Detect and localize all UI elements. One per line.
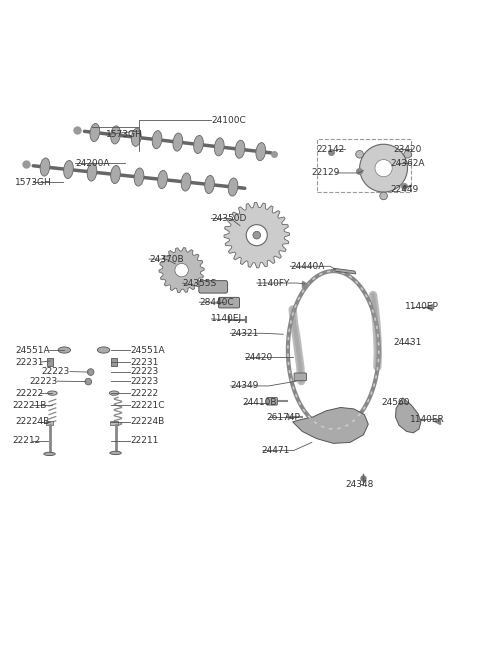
Ellipse shape (40, 158, 50, 176)
Text: 24551A: 24551A (130, 346, 165, 355)
Bar (47, 358, 53, 366)
Circle shape (253, 231, 261, 239)
FancyBboxPatch shape (294, 373, 307, 380)
Text: 24355S: 24355S (182, 279, 217, 288)
Text: 24370B: 24370B (149, 255, 184, 263)
Text: 1140ER: 1140ER (410, 415, 444, 424)
Text: 24350D: 24350D (211, 214, 247, 223)
Polygon shape (159, 248, 204, 292)
Bar (110, 421, 118, 424)
Ellipse shape (235, 140, 245, 158)
Bar (317, 139, 411, 192)
Circle shape (175, 263, 188, 277)
Ellipse shape (173, 133, 183, 151)
Ellipse shape (87, 163, 97, 181)
Text: 24440A: 24440A (290, 261, 324, 271)
Text: 1140FY: 1140FY (257, 279, 290, 288)
Text: 22223: 22223 (41, 367, 70, 376)
Ellipse shape (110, 451, 121, 455)
Text: 1140EJ: 1140EJ (211, 315, 242, 323)
Text: 22223: 22223 (29, 376, 58, 386)
Polygon shape (333, 268, 356, 274)
Circle shape (87, 369, 94, 375)
Text: 22449: 22449 (391, 185, 419, 194)
FancyBboxPatch shape (199, 281, 228, 293)
Ellipse shape (204, 175, 215, 194)
Text: 22221C: 22221C (130, 401, 165, 409)
Text: 24471: 24471 (262, 446, 290, 455)
Polygon shape (293, 407, 368, 443)
Ellipse shape (44, 452, 55, 455)
Ellipse shape (228, 178, 238, 196)
Text: 22231: 22231 (130, 357, 158, 367)
Text: 24348: 24348 (345, 480, 373, 489)
Ellipse shape (64, 160, 73, 179)
Circle shape (246, 225, 267, 246)
Ellipse shape (111, 166, 120, 183)
Circle shape (360, 145, 408, 192)
Polygon shape (224, 202, 289, 268)
Text: 24420: 24420 (245, 353, 273, 362)
Ellipse shape (152, 131, 162, 148)
Ellipse shape (111, 126, 120, 144)
Text: 1573GH: 1573GH (15, 178, 52, 187)
Text: 22224B: 22224B (15, 417, 49, 426)
Ellipse shape (58, 347, 71, 353)
Polygon shape (396, 398, 421, 433)
Bar (111, 358, 117, 366)
Text: 24551A: 24551A (15, 346, 49, 355)
Circle shape (247, 225, 266, 245)
Ellipse shape (181, 173, 191, 191)
Ellipse shape (48, 391, 57, 396)
Text: 24349: 24349 (230, 382, 259, 390)
Text: 24200A: 24200A (75, 159, 109, 168)
Text: 22222: 22222 (15, 388, 43, 397)
Text: 22212: 22212 (12, 436, 41, 445)
Text: 24100C: 24100C (211, 116, 246, 125)
Text: 22224B: 22224B (130, 417, 164, 426)
Ellipse shape (134, 168, 144, 186)
Text: 22211: 22211 (130, 436, 158, 445)
Text: 22129: 22129 (312, 168, 340, 177)
Ellipse shape (132, 128, 141, 147)
Text: 24410B: 24410B (242, 398, 277, 407)
Ellipse shape (256, 143, 265, 161)
Text: 22223: 22223 (130, 376, 158, 386)
Ellipse shape (90, 124, 100, 141)
Circle shape (380, 192, 387, 200)
Text: 22221B: 22221B (12, 401, 47, 409)
Text: 26174P: 26174P (266, 413, 300, 422)
Circle shape (85, 378, 92, 385)
Text: 1140EP: 1140EP (405, 302, 439, 311)
Circle shape (375, 160, 392, 177)
Ellipse shape (193, 135, 204, 154)
Text: 28440C: 28440C (199, 298, 234, 307)
Bar (46, 421, 53, 424)
Circle shape (356, 150, 363, 158)
Text: 22223: 22223 (130, 367, 158, 376)
Ellipse shape (215, 138, 224, 156)
Text: 22142: 22142 (317, 145, 345, 154)
Text: 23420: 23420 (393, 145, 421, 154)
Circle shape (404, 150, 411, 158)
FancyBboxPatch shape (267, 397, 277, 405)
Ellipse shape (97, 347, 110, 353)
Text: 24321: 24321 (230, 328, 259, 338)
Text: 24431: 24431 (393, 338, 421, 348)
Ellipse shape (157, 170, 168, 189)
Text: 1573GH: 1573GH (106, 130, 143, 139)
Text: 24362A: 24362A (391, 159, 425, 168)
Text: 22231: 22231 (15, 357, 43, 367)
FancyBboxPatch shape (218, 298, 240, 308)
Text: 22222: 22222 (130, 388, 158, 397)
Ellipse shape (109, 391, 119, 396)
Text: 24560: 24560 (381, 398, 410, 407)
